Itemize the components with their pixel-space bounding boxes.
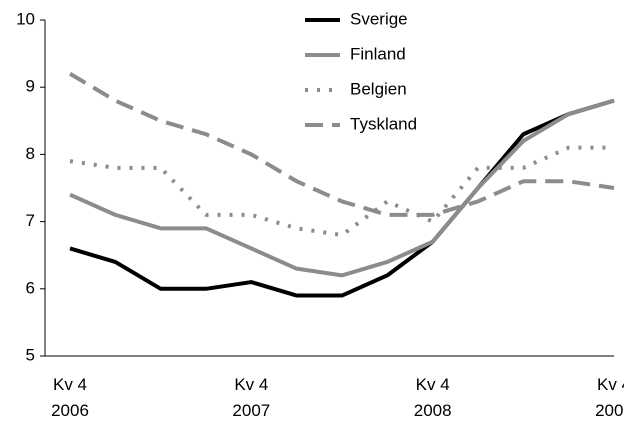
x-tick-label: Kv 4 2007 bbox=[232, 375, 271, 420]
y-tick-label: 5 bbox=[26, 345, 35, 364]
legend-label: Sverige bbox=[350, 9, 408, 28]
x-tick-label: Kv 4 2009 bbox=[595, 375, 624, 420]
x-tick-label: Kv 4 2006 bbox=[51, 375, 89, 420]
y-tick-label: 8 bbox=[26, 144, 35, 163]
y-tick-label: 6 bbox=[26, 278, 35, 297]
legend-label: Tyskland bbox=[350, 114, 417, 133]
legend-label: Finland bbox=[350, 44, 406, 63]
legend-label: Belgien bbox=[350, 79, 407, 98]
y-tick-label: 7 bbox=[26, 211, 35, 230]
series-line bbox=[68, 72, 615, 217]
series-line bbox=[69, 98, 615, 278]
series-line bbox=[69, 145, 614, 238]
y-tick-label: 10 bbox=[16, 9, 35, 28]
series-line bbox=[69, 98, 615, 298]
y-tick-label: 9 bbox=[26, 77, 35, 96]
x-tick-label: Kv 4 2008 bbox=[413, 375, 452, 420]
